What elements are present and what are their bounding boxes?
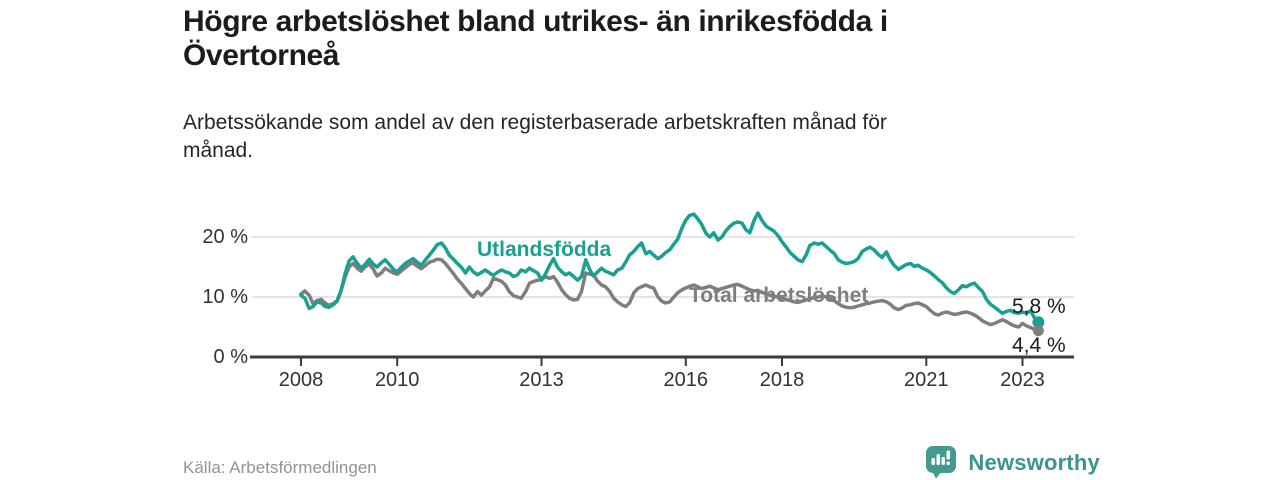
total-line <box>299 257 1041 333</box>
chart-title-line1: Högre arbetslöshet bland utrikes- än inr… <box>183 5 888 38</box>
x-tick-label: 2018 <box>759 369 805 391</box>
y-tick-label: 20 % <box>202 226 248 248</box>
newsworthy-brand-text: Newsworthy <box>968 449 1100 475</box>
chart-subtitle: Arbetssökande som andel av den registerb… <box>183 109 1083 165</box>
bar-chart-bubble-icon <box>926 446 957 479</box>
end-value-label-utlandsfodda: 5,8 % <box>1012 295 1066 318</box>
x-tick-label: 2023 <box>1000 369 1045 391</box>
chart-title: Högre arbetslöshet bland utrikes- än inr… <box>183 5 1223 73</box>
x-tick-label: 2010 <box>374 369 420 391</box>
x-tick-label: 2016 <box>663 369 709 391</box>
chart-title-line2: Övertorneå <box>183 39 340 72</box>
source-note: Källa: Arbetsförmedlingen <box>183 458 377 477</box>
x-tick-label: 2008 <box>278 369 324 391</box>
chart-subtitle-line1: Arbetssökande som andel av den registerb… <box>183 111 887 134</box>
y-tick-label: 0 % <box>213 346 248 368</box>
series-label-total: Total arbetslöshet <box>689 284 869 307</box>
series-label-utlandsfodda: Utlandsfödda <box>477 238 612 261</box>
newsworthy-logo: Newsworthy <box>925 445 1100 479</box>
x-tick-label: 2021 <box>904 369 949 391</box>
x-tick-label: 2013 <box>519 369 564 391</box>
chart-subtitle-line2: månad. <box>183 139 254 162</box>
end-value-label-total: 4,4 % <box>1012 334 1066 357</box>
utlandsfodda-line <box>299 211 1041 324</box>
y-tick-label: 10 % <box>202 286 248 308</box>
